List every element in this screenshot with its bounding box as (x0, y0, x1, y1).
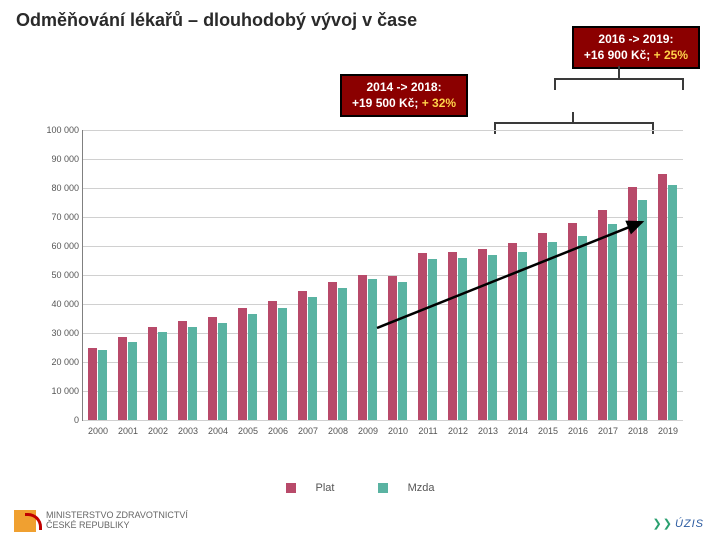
callout-b-pct: + 32% (422, 96, 456, 110)
ministry-logo-icon (14, 510, 36, 532)
bracket-stem-b (572, 112, 574, 122)
ministry-text: MINISTERSTVO ZDRAVOTNICTVÍ ČESKÉ REPUBLI… (46, 511, 188, 531)
y-tick-label: 30 000 (31, 328, 79, 338)
x-tick-label: 2016 (568, 426, 588, 436)
trend-arrow (82, 130, 682, 420)
bracket-2016-2019 (554, 78, 684, 90)
x-tick-label: 2017 (598, 426, 618, 436)
x-tick-label: 2003 (178, 426, 198, 436)
y-tick-label: 10 000 (31, 386, 79, 396)
footer: MINISTERSTVO ZDRAVOTNICTVÍ ČESKÉ REPUBLI… (14, 510, 188, 532)
x-tick-label: 2007 (298, 426, 318, 436)
callout-b-line1: 2014 -> 2018: (352, 80, 456, 96)
x-tick-label: 2001 (118, 426, 138, 436)
y-tick-label: 0 (31, 415, 79, 425)
x-tick-label: 2000 (88, 426, 108, 436)
bracket-stem-a (618, 66, 620, 78)
y-tick-label: 50 000 (31, 270, 79, 280)
callout-a-line1: 2016 -> 2019: (584, 32, 688, 48)
y-tick-label: 40 000 (31, 299, 79, 309)
y-tick-label: 100 000 (31, 125, 79, 135)
x-tick-label: 2019 (658, 426, 678, 436)
x-tick-label: 2014 (508, 426, 528, 436)
salary-chart: 0 10 000 20 000 30 000 40 000 50 000 60 000 70 … (30, 130, 690, 460)
callout-b-prefix: +19 500 Kč; (352, 96, 422, 110)
x-tick-label: 2008 (328, 426, 348, 436)
gridline (83, 420, 683, 421)
x-tick-label: 2010 (388, 426, 408, 436)
callout-2016-2019: 2016 -> 2019: +16 900 Kč; + 25% (572, 26, 700, 69)
page-title: Odměňování lékařů – dlouhodobý vývoj v č… (16, 10, 417, 31)
x-tick-label: 2018 (628, 426, 648, 436)
callout-b-line2: +19 500 Kč; + 32% (352, 96, 456, 112)
callout-2014-2018: 2014 -> 2018: +19 500 Kč; + 32% (340, 74, 468, 117)
x-tick-label: 2006 (268, 426, 288, 436)
ministry-line2: ČESKÉ REPUBLIKY (46, 521, 188, 531)
legend-item-mzda: Mzda (368, 482, 445, 494)
y-tick-label: 20 000 (31, 357, 79, 367)
legend-item-plat: Plat (276, 482, 345, 494)
x-tick-label: 2005 (238, 426, 258, 436)
legend-label-plat: Plat (316, 482, 335, 494)
callout-a-prefix: +16 900 Kč; (584, 48, 654, 62)
x-tick-label: 2004 (208, 426, 228, 436)
y-tick-label: 80 000 (31, 183, 79, 193)
y-tick-label: 90 000 (31, 154, 79, 164)
y-tick-label: 70 000 (31, 212, 79, 222)
y-tick-label: 60 000 (31, 241, 79, 251)
uzis-logo: ÚZIS (653, 517, 705, 530)
x-tick-label: 2002 (148, 426, 168, 436)
callout-a-line2: +16 900 Kč; + 25% (584, 48, 688, 64)
x-tick-label: 2009 (358, 426, 378, 436)
x-tick-label: 2011 (418, 426, 437, 436)
x-tick-label: 2013 (478, 426, 498, 436)
legend: Plat Mzda (30, 482, 690, 494)
x-tick-label: 2015 (538, 426, 558, 436)
x-tick-label: 2012 (448, 426, 468, 436)
callout-a-pct: + 25% (654, 48, 688, 62)
legend-label-mzda: Mzda (408, 482, 435, 494)
